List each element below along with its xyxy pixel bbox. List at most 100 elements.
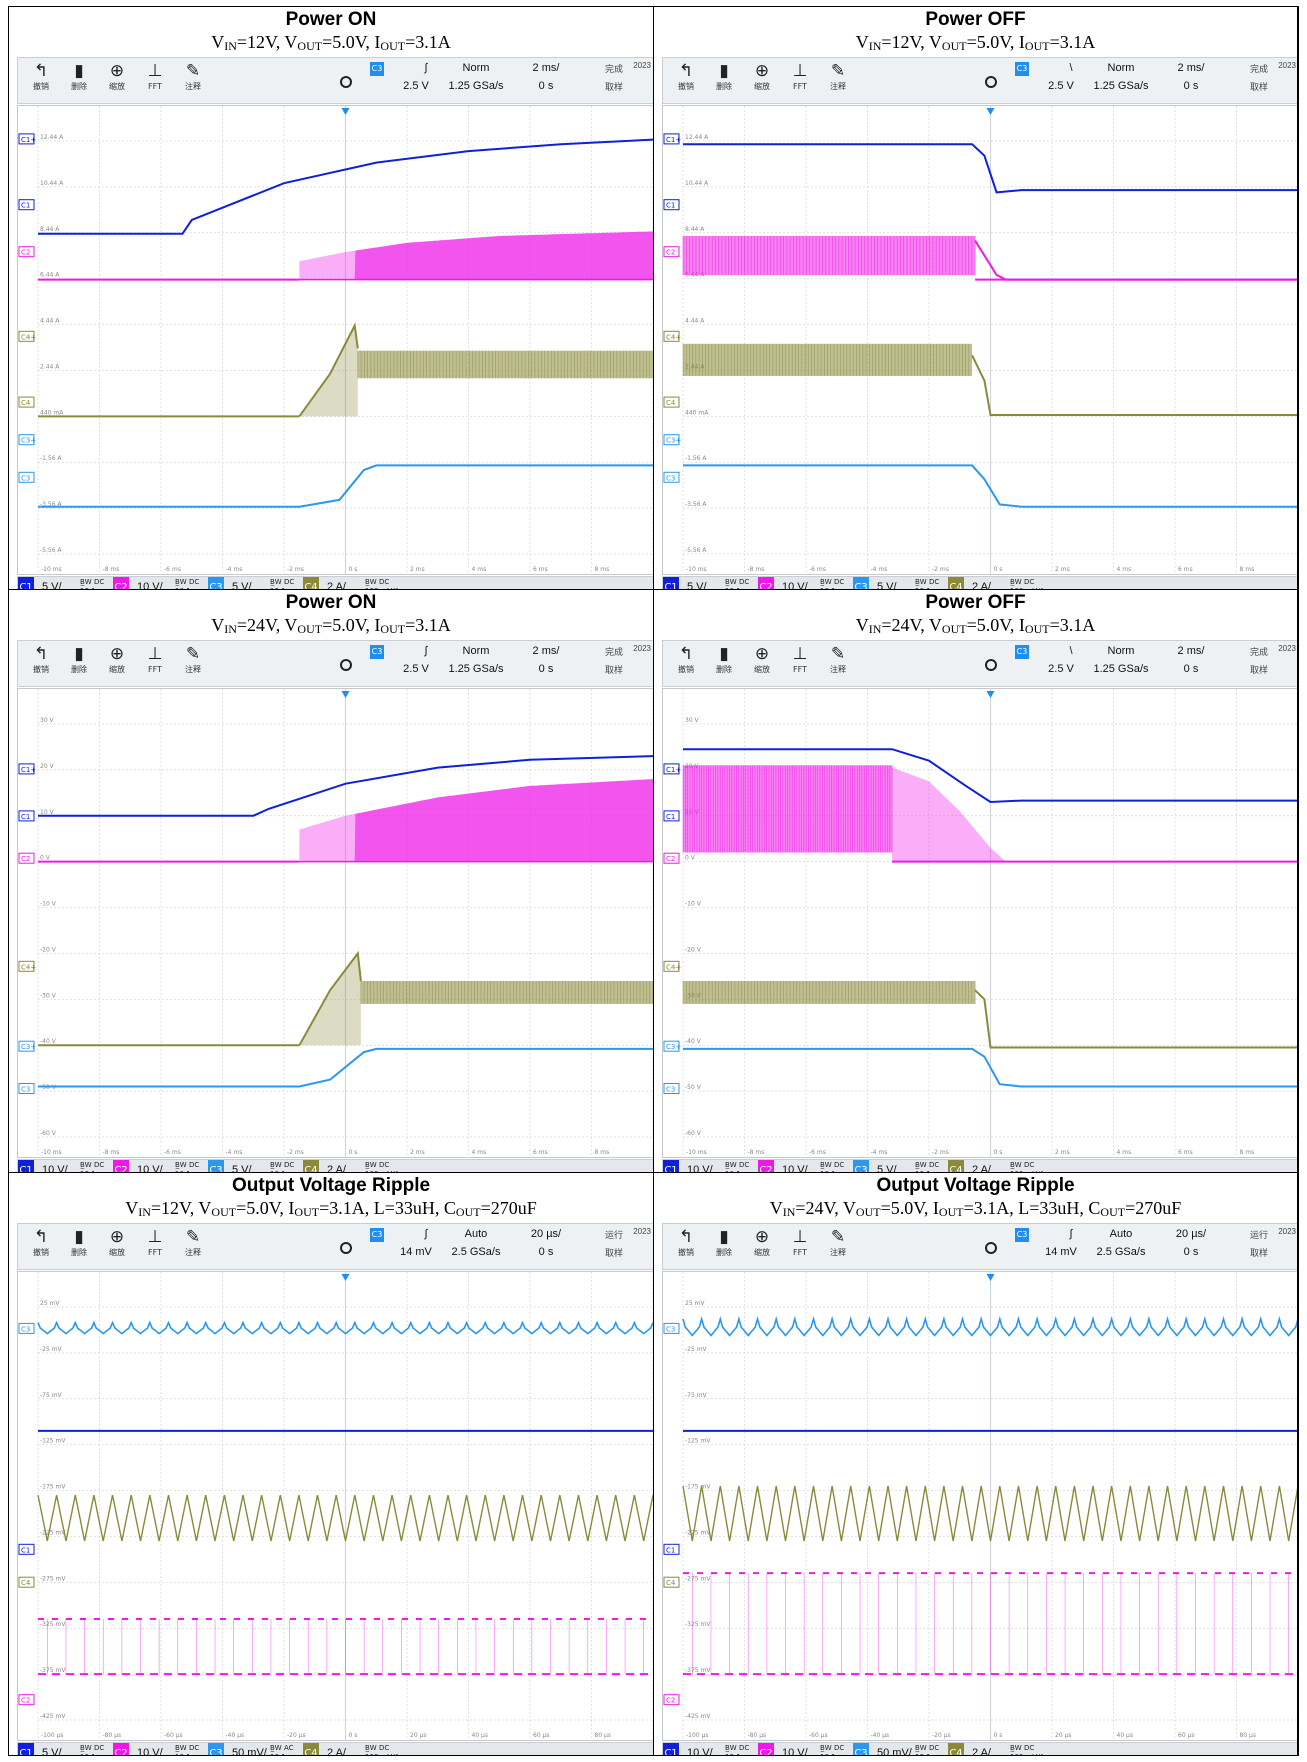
toolbar-mode[interactable]: Norm xyxy=(1107,645,1135,657)
toolbar-status[interactable]: 运行 xyxy=(1249,1230,1268,1240)
channel-scale[interactable]: 2 A/ xyxy=(972,581,991,590)
channel-scale[interactable]: 5 V/ xyxy=(42,581,62,590)
zoom-button[interactable]: ⊕ 缩放 xyxy=(747,1227,777,1267)
channel-scale[interactable]: 5 V/ xyxy=(232,1164,252,1173)
toolbar-level[interactable]: 14 mV xyxy=(1045,1246,1077,1258)
note-button[interactable]: ✎ 注释 xyxy=(178,1227,208,1267)
toolbar-timebase[interactable]: 2 ms/ xyxy=(1177,645,1205,657)
channel-tag[interactable]: C2 xyxy=(113,1160,129,1172)
trigger-channel[interactable]: C3 xyxy=(370,62,384,76)
delete-button[interactable]: ▮ 删除 xyxy=(709,61,739,101)
zoom-button[interactable]: ⊕ 缩放 xyxy=(747,644,777,684)
toolbar-timebase[interactable]: 20 µs/ xyxy=(530,1228,562,1240)
trigger-channel[interactable]: C3 xyxy=(1015,645,1029,659)
channel-scale[interactable]: 5 V/ xyxy=(42,1747,62,1756)
toolbar-edge[interactable]: ∫ xyxy=(424,645,428,657)
toolbar-level[interactable]: 2.5 V xyxy=(1048,663,1074,675)
zoom-button[interactable]: ⊕ 缩放 xyxy=(747,61,777,101)
channel-scale[interactable]: 2 A/ xyxy=(327,581,346,590)
delete-button[interactable]: ▮ 删除 xyxy=(64,1227,94,1267)
toolbar-acq[interactable]: 取样 xyxy=(1249,1248,1268,1258)
channel-scale[interactable]: 10 V/ xyxy=(137,581,163,590)
toolbar-sample[interactable]: 1.25 GSa/s xyxy=(1093,663,1149,675)
channel-tag[interactable]: C4 xyxy=(948,1160,964,1172)
channel-tag[interactable]: C2 xyxy=(113,577,129,589)
toolbar-sample[interactable]: 2.5 GSa/s xyxy=(1096,1246,1146,1258)
zoom-button[interactable]: ⊕ 缩放 xyxy=(102,61,132,101)
toolbar-edge[interactable]: ∫ xyxy=(424,1228,428,1240)
toolbar-mode[interactable]: Auto xyxy=(464,1228,488,1240)
channel-tag[interactable]: C4 xyxy=(948,577,964,589)
channel-scale[interactable]: 10 V/ xyxy=(137,1747,163,1756)
fft-button[interactable]: ⊥ FFT xyxy=(785,1227,815,1267)
trigger-channel[interactable]: C3 xyxy=(370,645,384,659)
toolbar-status[interactable]: 完成 xyxy=(1249,64,1268,74)
channel-tag[interactable]: C1 xyxy=(18,1743,34,1755)
channel-scale[interactable]: 5 V/ xyxy=(687,581,707,590)
toolbar-edge[interactable]: ∫ xyxy=(424,62,428,74)
toolbar-mode[interactable]: Auto xyxy=(1109,1228,1133,1240)
channel-tag[interactable]: C3 xyxy=(853,1743,869,1755)
channel-scale[interactable]: 10 V/ xyxy=(687,1747,713,1756)
channel-tag[interactable]: C1 xyxy=(18,1160,34,1172)
toolbar-level[interactable]: 2.5 V xyxy=(403,663,429,675)
fft-button[interactable]: ⊥ FFT xyxy=(140,1227,170,1267)
toolbar-sample[interactable]: 1.25 GSa/s xyxy=(1093,80,1149,92)
toolbar-edge[interactable]: \ xyxy=(1069,645,1073,657)
toolbar-status[interactable]: 完成 xyxy=(604,64,623,74)
channel-tag[interactable]: C3 xyxy=(853,577,869,589)
toolbar-level[interactable]: 2.5 V xyxy=(403,80,429,92)
zoom-button[interactable]: ⊕ 缩放 xyxy=(102,1227,132,1267)
note-button[interactable]: ✎ 注释 xyxy=(823,61,853,101)
undo-button[interactable]: ↰ 撤销 xyxy=(26,644,56,684)
channel-tag[interactable]: C3 xyxy=(853,1160,869,1172)
channel-scale[interactable]: 2 A/ xyxy=(972,1164,991,1173)
channel-scale[interactable]: 5 V/ xyxy=(877,581,897,590)
channel-tag[interactable]: C3 xyxy=(208,1160,224,1172)
trigger-channel[interactable]: C3 xyxy=(1015,62,1029,76)
toolbar-delay[interactable]: 0 s xyxy=(538,1246,554,1258)
toolbar-edge[interactable]: \ xyxy=(1069,62,1073,74)
undo-button[interactable]: ↰ 撤销 xyxy=(671,61,701,101)
channel-tag[interactable]: C3 xyxy=(208,1743,224,1755)
delete-button[interactable]: ▮ 删除 xyxy=(709,644,739,684)
undo-button[interactable]: ↰ 撤销 xyxy=(26,61,56,101)
toolbar-mode[interactable]: Norm xyxy=(462,62,490,74)
channel-scale[interactable]: 5 V/ xyxy=(877,1164,897,1173)
channel-tag[interactable]: C2 xyxy=(758,1743,774,1755)
delete-button[interactable]: ▮ 删除 xyxy=(64,644,94,684)
channel-scale[interactable]: 10 V/ xyxy=(782,1747,808,1756)
toolbar-mode[interactable]: Norm xyxy=(462,645,490,657)
channel-scale[interactable]: 10 V/ xyxy=(782,581,808,590)
toolbar-acq[interactable]: 取样 xyxy=(1249,82,1268,92)
channel-scale[interactable]: 2 A/ xyxy=(327,1747,346,1756)
channel-scale[interactable]: 10 V/ xyxy=(137,1164,163,1173)
toolbar-timebase[interactable]: 2 ms/ xyxy=(532,62,560,74)
toolbar-status[interactable]: 完成 xyxy=(604,647,623,657)
fft-button[interactable]: ⊥ FFT xyxy=(140,644,170,684)
fft-button[interactable]: ⊥ FFT xyxy=(140,61,170,101)
channel-tag[interactable]: C2 xyxy=(758,1160,774,1172)
toolbar-status[interactable]: 运行 xyxy=(604,1230,623,1240)
channel-tag[interactable]: C2 xyxy=(113,1743,129,1755)
fft-button[interactable]: ⊥ FFT xyxy=(785,644,815,684)
channel-scale[interactable]: 50 mV/ xyxy=(877,1747,912,1756)
trigger-channel[interactable]: C3 xyxy=(1015,1228,1029,1242)
toolbar-timebase[interactable]: 2 ms/ xyxy=(1177,62,1205,74)
toolbar-delay[interactable]: 0 s xyxy=(538,663,554,675)
channel-scale[interactable]: 2 A/ xyxy=(327,1164,346,1173)
toolbar-mode[interactable]: Norm xyxy=(1107,62,1135,74)
channel-tag[interactable]: C4 xyxy=(303,1743,319,1755)
note-button[interactable]: ✎ 注释 xyxy=(823,644,853,684)
channel-tag[interactable]: C1 xyxy=(663,1743,679,1755)
toolbar-acq[interactable]: 取样 xyxy=(604,1248,623,1258)
note-button[interactable]: ✎ 注释 xyxy=(178,644,208,684)
toolbar-status[interactable]: 完成 xyxy=(1249,647,1268,657)
channel-tag[interactable]: C1 xyxy=(18,577,34,589)
trigger-channel[interactable]: C3 xyxy=(370,1228,384,1242)
channel-scale[interactable]: 10 V/ xyxy=(687,1164,713,1173)
channel-tag[interactable]: C4 xyxy=(303,577,319,589)
channel-tag[interactable]: C2 xyxy=(758,577,774,589)
delete-button[interactable]: ▮ 删除 xyxy=(709,1227,739,1267)
undo-button[interactable]: ↰ 撤销 xyxy=(671,644,701,684)
